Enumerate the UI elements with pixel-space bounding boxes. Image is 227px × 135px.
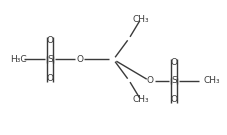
Text: O: O (47, 36, 54, 45)
Text: O: O (47, 74, 54, 83)
Text: S: S (172, 76, 177, 85)
Text: H₃C: H₃C (10, 55, 27, 64)
Text: CH₃: CH₃ (204, 76, 220, 85)
Text: O: O (171, 58, 178, 67)
Text: S: S (47, 55, 53, 64)
Text: O: O (146, 76, 153, 85)
Text: O: O (76, 55, 83, 64)
Text: O: O (171, 95, 178, 104)
Text: CH₃: CH₃ (132, 95, 149, 104)
Text: CH₃: CH₃ (132, 15, 149, 24)
